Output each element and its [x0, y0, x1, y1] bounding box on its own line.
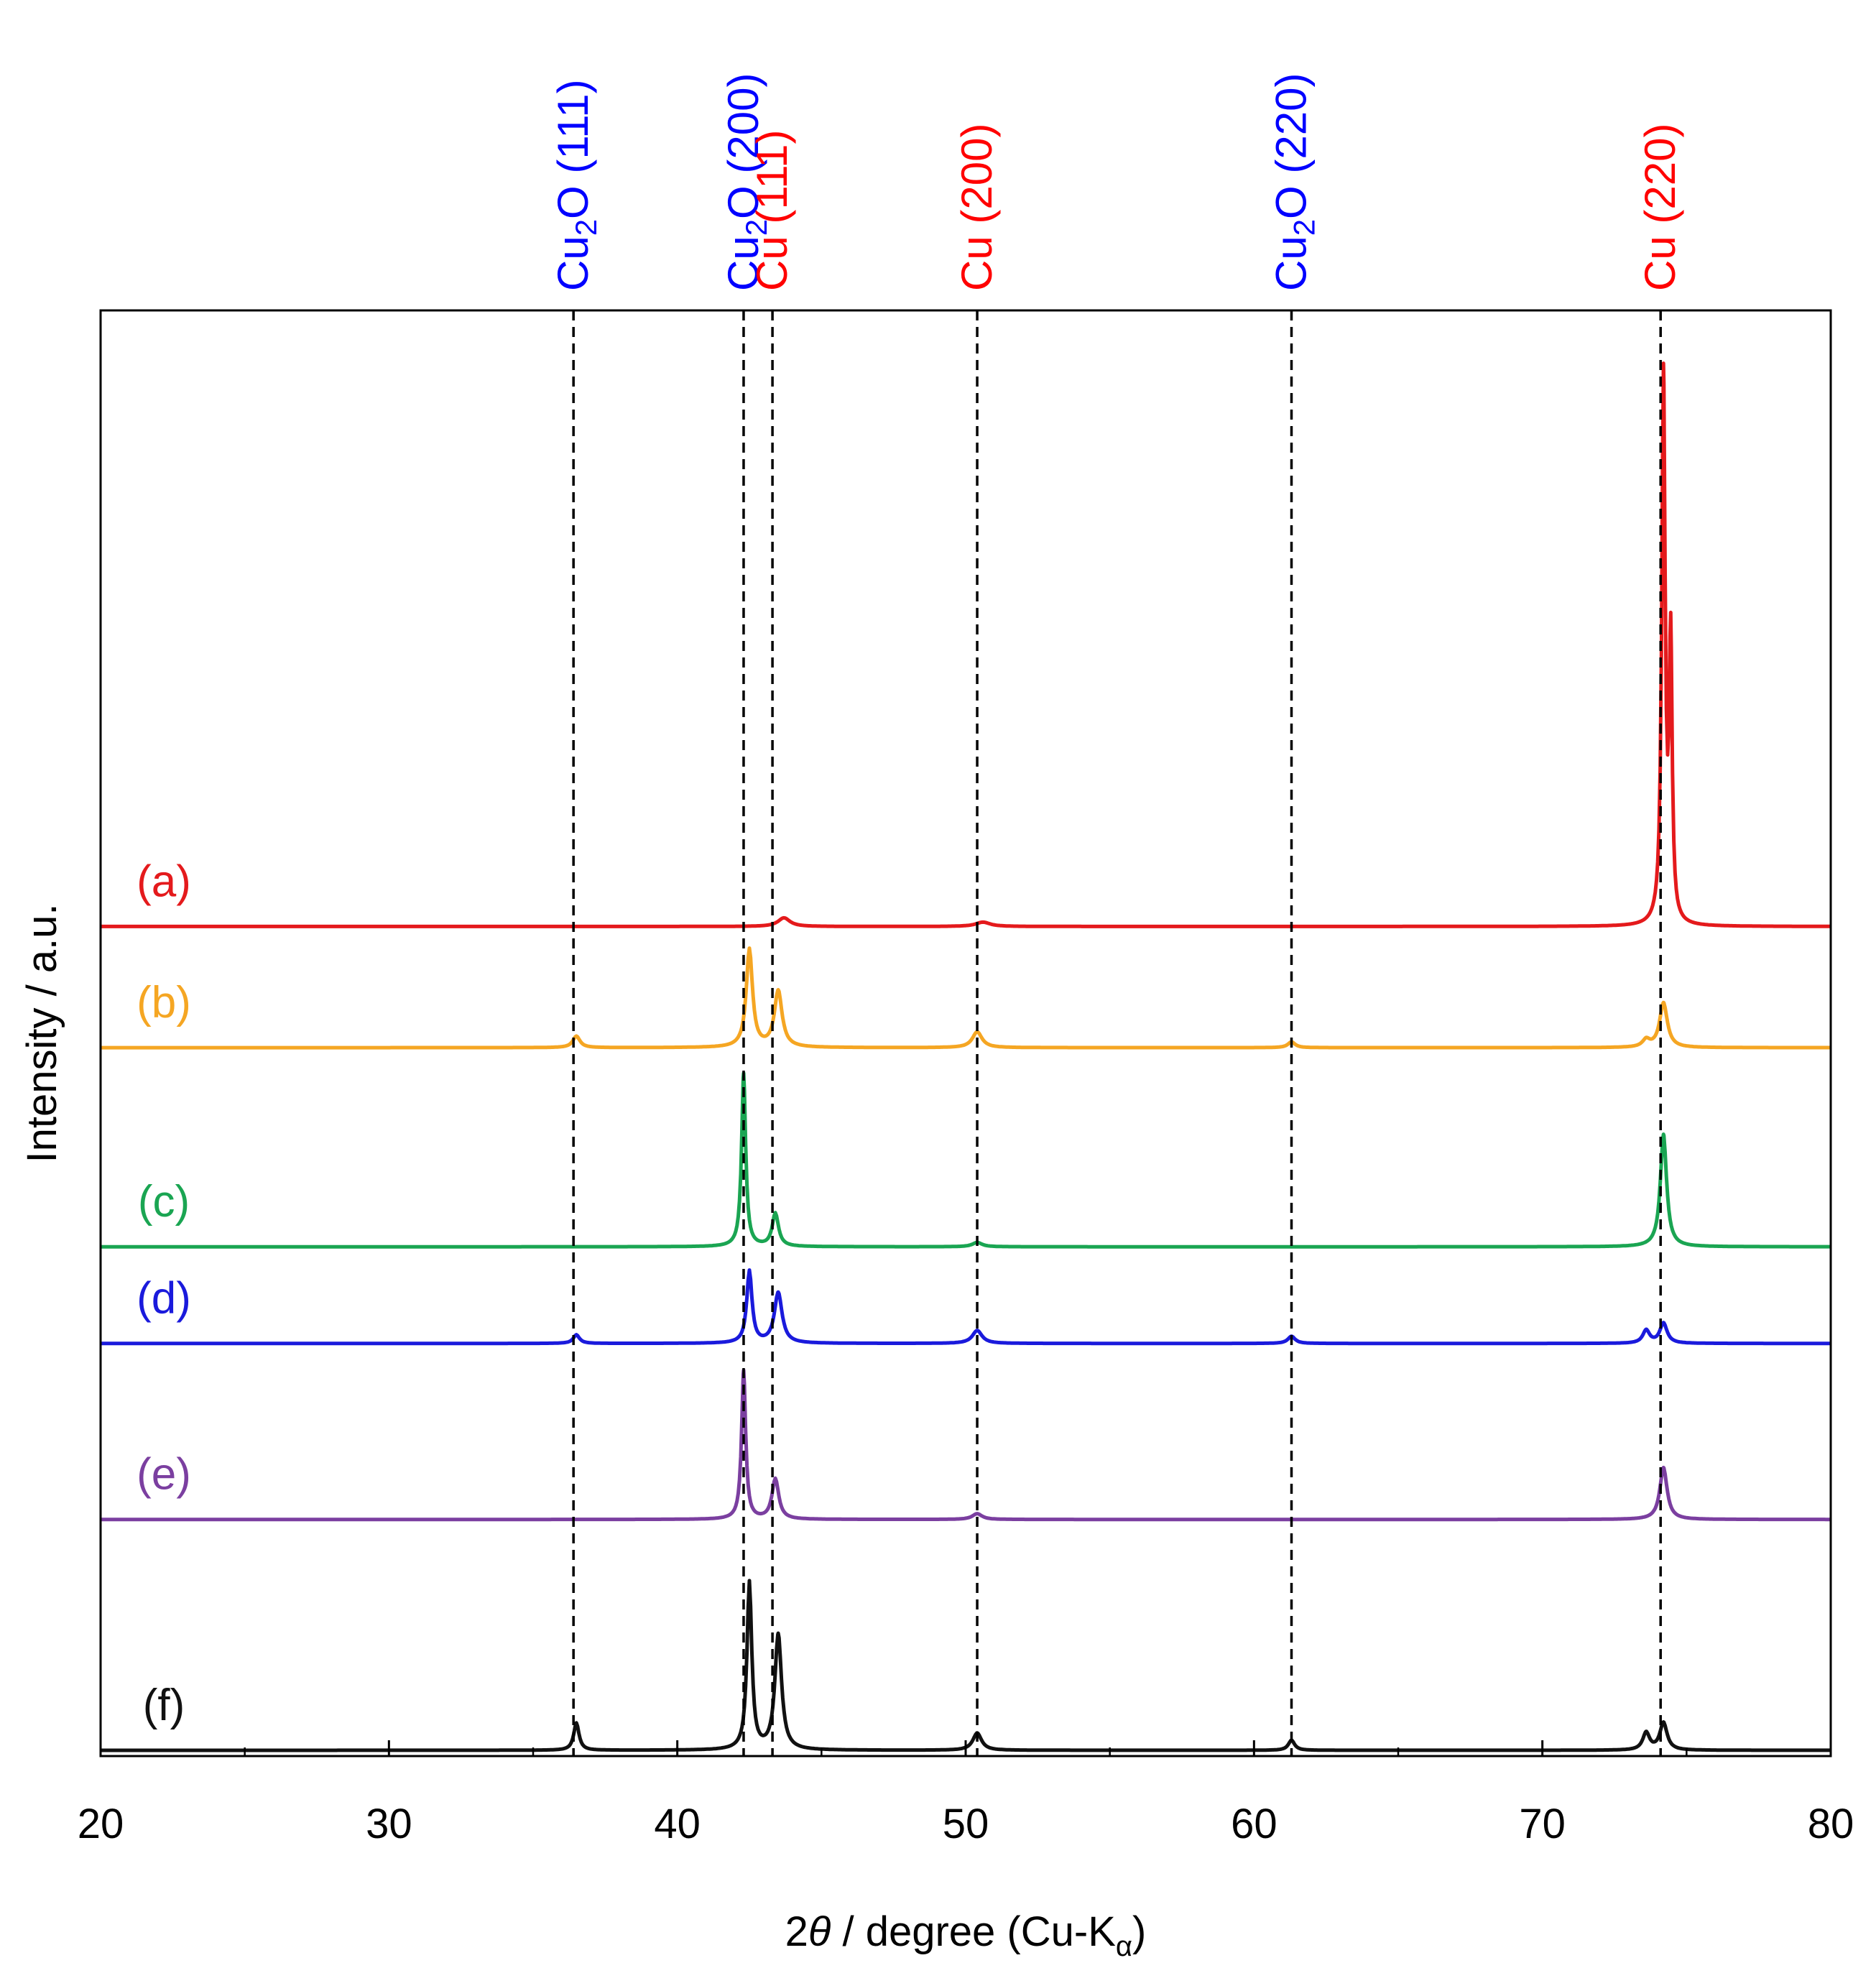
x-tick-label: 80 — [1808, 1801, 1854, 1847]
series-line-a — [100, 361, 1831, 928]
reference-labels: Cu2O (111) Cu2O (200)Cu (111) Cu (200) Cu2O… — [549, 73, 1684, 291]
series-labels: (a) (b) (c) (d) (e) (f) — [137, 856, 191, 1730]
series-label-c: (c) — [138, 1177, 190, 1227]
x-tick-label: 40 — [654, 1801, 701, 1847]
series-label-f: (f) — [143, 1681, 185, 1730]
x-axis-label-suffix: ) — [1132, 1908, 1146, 1955]
x-axis-label: 2θ / degree (Cu-Kα) — [785, 1908, 1147, 1962]
y-axis-label: Intensity / a.u. — [19, 903, 65, 1163]
x-tick-label: 50 — [943, 1801, 989, 1847]
x-tick-label: 20 — [78, 1801, 124, 1847]
series-line-b — [100, 946, 1831, 1050]
reference-lines — [572, 310, 1662, 1756]
series-lines — [100, 361, 1831, 1752]
x-axis-label-middle: / degree (Cu-K — [831, 1908, 1116, 1955]
plot-frame — [99, 309, 1832, 1758]
reference-label-cu-111: Cu (111) — [748, 129, 796, 291]
reference-label-cu-220: Cu (220) — [1636, 124, 1684, 291]
series-line-f — [100, 1579, 1831, 1752]
reference-label-cu-200: Cu (200) — [953, 124, 1001, 291]
x-axis-ticks: 20 30 40 50 60 70 80 — [78, 1740, 1854, 1847]
series-label-a: (a) — [137, 856, 191, 906]
x-tick-label: 70 — [1519, 1801, 1566, 1847]
series-line-d — [100, 1268, 1831, 1346]
series-label-e: (e) — [137, 1450, 191, 1500]
x-tick-label: 60 — [1231, 1801, 1277, 1847]
x-axis-label-sub: α — [1116, 1931, 1132, 1962]
reference-label-cu2o-220: Cu2O (220) — [1267, 73, 1321, 291]
reference-label-cu2o-200: Cu2O (200) — [719, 73, 773, 291]
series-label-d: (d) — [137, 1274, 191, 1324]
x-axis-label-theta: θ — [808, 1908, 831, 1955]
x-axis-label-prefix: 2 — [785, 1908, 808, 1955]
x-tick-label: 30 — [366, 1801, 412, 1847]
series-line-c — [100, 1071, 1831, 1249]
series-line-e — [100, 1368, 1831, 1522]
reference-label-cu2o-111: Cu2O (111) — [549, 79, 603, 291]
series-label-b: (b) — [137, 978, 191, 1027]
